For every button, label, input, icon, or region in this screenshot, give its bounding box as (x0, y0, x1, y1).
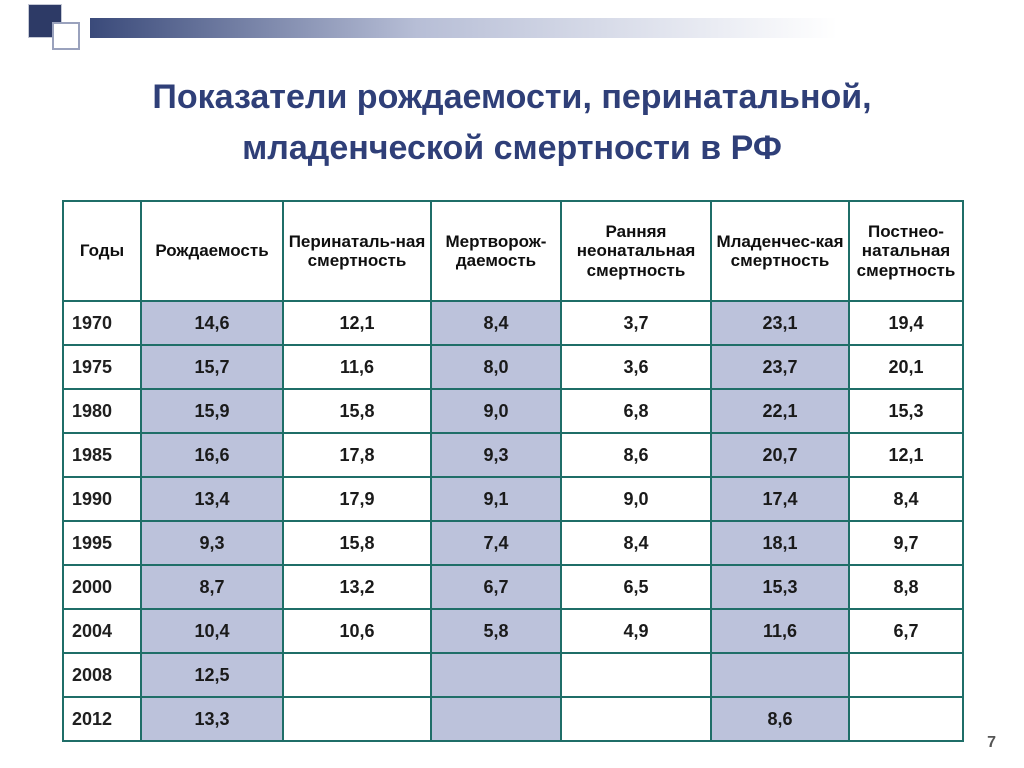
table-header-row: ГодыРождаемостьПеринаталь-ная смертность… (63, 201, 963, 301)
value-cell (849, 697, 963, 741)
value-cell: 15,8 (283, 389, 431, 433)
value-cell: 8,6 (561, 433, 711, 477)
value-cell (431, 697, 561, 741)
table-row: 201213,3 8,6 (63, 697, 963, 741)
value-cell: 9,7 (849, 521, 963, 565)
data-table-container: ГодыРождаемостьПеринаталь-ная смертность… (62, 200, 962, 742)
year-cell: 2008 (63, 653, 141, 697)
value-cell: 3,7 (561, 301, 711, 345)
slide: Показатели рождаемости, перинатальной, м… (0, 0, 1024, 768)
value-cell: 6,7 (431, 565, 561, 609)
table-row: 199013,417,99,19,017,48,4 (63, 477, 963, 521)
value-cell: 5,8 (431, 609, 561, 653)
col-header-2: Перинаталь-ная смертность (283, 201, 431, 301)
value-cell (283, 697, 431, 741)
year-cell: 2000 (63, 565, 141, 609)
col-header-0: Годы (63, 201, 141, 301)
value-cell: 10,4 (141, 609, 283, 653)
value-cell: 7,4 (431, 521, 561, 565)
value-cell: 13,2 (283, 565, 431, 609)
value-cell: 17,9 (283, 477, 431, 521)
value-cell: 9,0 (561, 477, 711, 521)
value-cell: 6,7 (849, 609, 963, 653)
value-cell: 13,4 (141, 477, 283, 521)
value-cell: 8,6 (711, 697, 849, 741)
value-cell: 8,8 (849, 565, 963, 609)
value-cell: 12,5 (141, 653, 283, 697)
table-row: 20008,713,26,76,515,38,8 (63, 565, 963, 609)
year-cell: 2012 (63, 697, 141, 741)
value-cell (561, 697, 711, 741)
value-cell: 8,4 (431, 301, 561, 345)
value-cell: 15,7 (141, 345, 283, 389)
table-row: 198015,915,89,06,822,115,3 (63, 389, 963, 433)
value-cell: 20,7 (711, 433, 849, 477)
value-cell: 9,3 (431, 433, 561, 477)
decor-square-outline (52, 22, 80, 50)
year-cell: 1990 (63, 477, 141, 521)
year-cell: 1995 (63, 521, 141, 565)
value-cell (849, 653, 963, 697)
value-cell: 6,8 (561, 389, 711, 433)
value-cell: 3,6 (561, 345, 711, 389)
title-line-1: Показатели рождаемости, перинатальной, (152, 78, 871, 116)
value-cell: 20,1 (849, 345, 963, 389)
value-cell: 11,6 (711, 609, 849, 653)
value-cell: 8,4 (561, 521, 711, 565)
year-cell: 1980 (63, 389, 141, 433)
title-line-2: младенческой смертности в РФ (242, 129, 782, 167)
top-decor (0, 0, 1024, 60)
value-cell: 23,1 (711, 301, 849, 345)
year-cell: 1985 (63, 433, 141, 477)
value-cell: 8,0 (431, 345, 561, 389)
table-row: 197515,711,68,03,623,720,1 (63, 345, 963, 389)
table-row: 197014,612,18,43,723,119,4 (63, 301, 963, 345)
value-cell: 9,1 (431, 477, 561, 521)
page-number: 7 (987, 734, 996, 752)
col-header-1: Рождаемость (141, 201, 283, 301)
value-cell: 14,6 (141, 301, 283, 345)
value-cell: 4,9 (561, 609, 711, 653)
value-cell: 16,6 (141, 433, 283, 477)
value-cell: 12,1 (283, 301, 431, 345)
value-cell: 23,7 (711, 345, 849, 389)
value-cell: 22,1 (711, 389, 849, 433)
value-cell: 10,6 (283, 609, 431, 653)
year-cell: 2004 (63, 609, 141, 653)
value-cell: 8,4 (849, 477, 963, 521)
value-cell: 15,9 (141, 389, 283, 433)
col-header-5: Младенчес-кая смертность (711, 201, 849, 301)
table-row: 19959,315,87,48,418,19,7 (63, 521, 963, 565)
value-cell: 15,8 (283, 521, 431, 565)
value-cell: 8,7 (141, 565, 283, 609)
value-cell: 11,6 (283, 345, 431, 389)
value-cell: 12,1 (849, 433, 963, 477)
value-cell (283, 653, 431, 697)
col-header-3: Мертворож-даемость (431, 201, 561, 301)
value-cell (561, 653, 711, 697)
value-cell: 6,5 (561, 565, 711, 609)
table-row: 200410,410,65,84,911,66,7 (63, 609, 963, 653)
value-cell: 9,3 (141, 521, 283, 565)
table-row: 200812,5 (63, 653, 963, 697)
value-cell: 19,4 (849, 301, 963, 345)
gradient-bar (90, 18, 1024, 38)
year-cell: 1970 (63, 301, 141, 345)
value-cell: 17,8 (283, 433, 431, 477)
value-cell: 13,3 (141, 697, 283, 741)
value-cell: 15,3 (711, 565, 849, 609)
value-cell: 17,4 (711, 477, 849, 521)
slide-title: Показатели рождаемости, перинатальной, м… (40, 72, 984, 174)
value-cell (711, 653, 849, 697)
value-cell: 9,0 (431, 389, 561, 433)
col-header-4: Ранняя неонатальная смертность (561, 201, 711, 301)
value-cell (431, 653, 561, 697)
year-cell: 1975 (63, 345, 141, 389)
value-cell: 18,1 (711, 521, 849, 565)
value-cell: 15,3 (849, 389, 963, 433)
col-header-6: Постнео-натальная смертность (849, 201, 963, 301)
table-row: 198516,617,89,38,620,712,1 (63, 433, 963, 477)
data-table: ГодыРождаемостьПеринаталь-ная смертность… (62, 200, 964, 742)
